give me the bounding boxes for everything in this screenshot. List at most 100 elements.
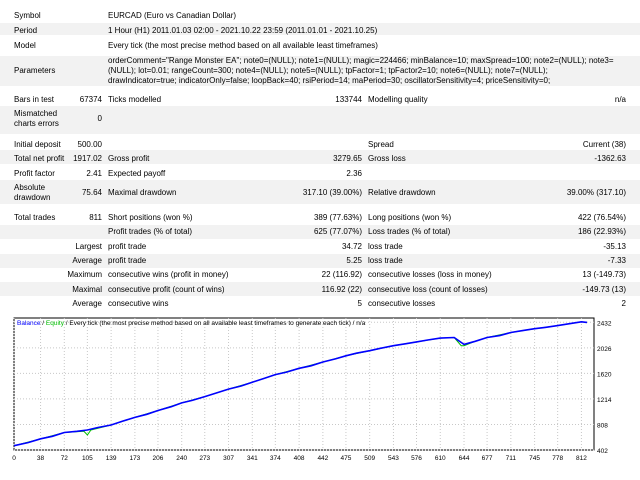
x-tick-label: 442 bbox=[317, 455, 328, 462]
short-positions-label: Short positions (won %) bbox=[108, 213, 193, 222]
y-tick-labels: 2432 2026 1620 1214 808 402 bbox=[597, 320, 612, 455]
x-tick-label: 341 bbox=[247, 455, 258, 462]
loss-trades-label: Loss trades (% of total) bbox=[368, 227, 451, 236]
series-group bbox=[13, 320, 588, 447]
plot-frame bbox=[13, 317, 595, 451]
parameters-line: orderComment="Range Monster EA"; note0=(… bbox=[108, 56, 614, 65]
x-tick-label: 240 bbox=[176, 455, 187, 462]
row-stripe bbox=[0, 23, 640, 35]
x-tick-label: 173 bbox=[129, 455, 140, 462]
x-tick-label: 677 bbox=[482, 455, 493, 462]
profit-trades-value: 625 (77.07%) bbox=[313, 227, 362, 236]
x-tick-label: 38 bbox=[37, 455, 45, 462]
expected-payoff-label: Expected payoff bbox=[108, 169, 166, 178]
model-value: Every tick (the most precise method base… bbox=[108, 41, 378, 50]
x-tick-label: 206 bbox=[153, 455, 164, 462]
average-profit-label: profit trade bbox=[108, 256, 147, 265]
average-loss-label: loss trade bbox=[368, 256, 403, 265]
max-cons-losses-value: 13 (-149.73) bbox=[582, 270, 626, 279]
row-stripe bbox=[0, 225, 640, 239]
ticks-label: Ticks modelled bbox=[108, 95, 162, 104]
max-cons-wins-value: 22 (116.92) bbox=[321, 270, 362, 279]
x-tick-label: 273 bbox=[199, 455, 210, 462]
x-tick-label: 307 bbox=[223, 455, 234, 462]
y-tick-label: 1214 bbox=[597, 397, 612, 404]
x-tick-label: 610 bbox=[435, 455, 446, 462]
chart-legend: Balance / Equity / Every tick (the most … bbox=[17, 320, 366, 327]
maximal-cons-profit-value: 116.92 (22) bbox=[321, 285, 362, 294]
largest-loss-value: -35.13 bbox=[603, 242, 626, 251]
abs-drawdown-value: 75.64 bbox=[81, 188, 102, 197]
spread-label: Spread bbox=[368, 140, 394, 149]
quality-label: Modelling quality bbox=[368, 95, 428, 104]
short-positions-value: 389 (77.63%) bbox=[313, 213, 362, 222]
long-positions-label: Long positions (won %) bbox=[368, 213, 452, 222]
maximal-cons-profit-label: consecutive profit (count of wins) bbox=[108, 285, 225, 294]
row-stripe bbox=[0, 180, 640, 204]
bars-label: Bars in test bbox=[14, 95, 55, 104]
rel-drawdown-label: Relative drawdown bbox=[368, 188, 436, 197]
maximum-label: Maximum bbox=[67, 270, 102, 279]
maximal-cons-loss-value: -149.73 (13) bbox=[582, 285, 626, 294]
maximal-cons-loss-label: consecutive loss (count of losses) bbox=[368, 285, 488, 294]
total-trades-value: 811 bbox=[89, 213, 102, 222]
x-tick-label: 475 bbox=[340, 455, 351, 462]
legend-separator: / bbox=[41, 320, 46, 327]
x-tick-label: 105 bbox=[82, 455, 93, 462]
gross-loss-label: Gross loss bbox=[368, 154, 406, 163]
avg-cons-wins-value: 5 bbox=[357, 299, 362, 308]
x-tick-label: 374 bbox=[270, 455, 281, 462]
max-cons-losses-label: consecutive losses (loss in money) bbox=[368, 270, 492, 279]
rel-drawdown-value: 39.00% (317.10) bbox=[566, 188, 626, 197]
x-tick-label: 0 bbox=[12, 455, 16, 462]
y-tick-label: 808 bbox=[597, 422, 608, 429]
loss-trades-value: 186 (22.93%) bbox=[577, 227, 626, 236]
max-drawdown-value: 317.10 (39.00%) bbox=[302, 188, 362, 197]
x-tick-labels: 0 38 72 105 139 173 206 240 273 307 341 374 408 442 47… bbox=[12, 455, 587, 462]
legend-equity: Equity bbox=[46, 320, 65, 327]
symbol-value: EURCAD (Euro vs Canadian Dollar) bbox=[108, 11, 237, 20]
net-profit-value: 1917.02 bbox=[73, 154, 102, 163]
average-label: Average bbox=[72, 256, 102, 265]
legend-description: / Every tick (the most precise method ba… bbox=[64, 320, 366, 327]
parameters-line: drawIndicator=true; indicatorOnly=false;… bbox=[108, 76, 551, 85]
period-value: 1 Hour (H1) 2011.01.03 02:00 - 2021.10.2… bbox=[108, 26, 378, 35]
largest-loss-label: loss trade bbox=[368, 242, 403, 251]
mismatched-label: Mismatched bbox=[14, 109, 58, 118]
x-tick-label: 139 bbox=[106, 455, 117, 462]
x-tick-label: 644 bbox=[459, 455, 470, 462]
profit-trades-label: Profit trades (% of total) bbox=[108, 227, 193, 236]
profit-factor-value: 2.41 bbox=[86, 169, 102, 178]
x-tick-label: 745 bbox=[529, 455, 540, 462]
mismatched-label: charts errors bbox=[14, 119, 59, 128]
abs-drawdown-label: Absolute bbox=[14, 183, 46, 192]
legend-balance: Balance bbox=[17, 320, 41, 327]
x-tick-label: 509 bbox=[364, 455, 375, 462]
profit-factor-label: Profit factor bbox=[14, 169, 55, 178]
parameters-label: Parameters bbox=[14, 66, 56, 75]
y-tick-label: 2026 bbox=[597, 346, 612, 353]
row-stripe bbox=[0, 56, 640, 86]
model-label: Model bbox=[14, 41, 36, 50]
avg-cons-losses-label: consecutive losses bbox=[368, 299, 436, 308]
y-tick-label: 1620 bbox=[597, 371, 612, 378]
parameters-line: (NULL); lot=0.01; rangeCount=300; note4=… bbox=[108, 66, 548, 75]
gross-loss-value: -1362.63 bbox=[594, 154, 626, 163]
maximal-label: Maximal bbox=[72, 285, 102, 294]
gross-profit-label: Gross profit bbox=[108, 154, 150, 163]
x-tick-label: 408 bbox=[294, 455, 305, 462]
initial-deposit-value: 500.00 bbox=[77, 140, 102, 149]
avg-cons-wins-label: consecutive wins bbox=[108, 299, 169, 308]
x-tick-label: 72 bbox=[61, 455, 69, 462]
y-tick-label: 2432 bbox=[597, 320, 612, 327]
row-stripe bbox=[0, 150, 640, 164]
long-positions-value: 422 (76.54%) bbox=[577, 213, 626, 222]
row-stripe bbox=[0, 282, 640, 296]
largest-profit-label: profit trade bbox=[108, 242, 147, 251]
gross-profit-value: 3279.65 bbox=[333, 154, 362, 163]
x-tick-label: 711 bbox=[506, 455, 517, 462]
period-label: Period bbox=[14, 26, 38, 35]
bars-value: 67374 bbox=[79, 95, 102, 104]
symbol-label: Symbol bbox=[14, 11, 41, 20]
average2-label: Average bbox=[72, 299, 102, 308]
